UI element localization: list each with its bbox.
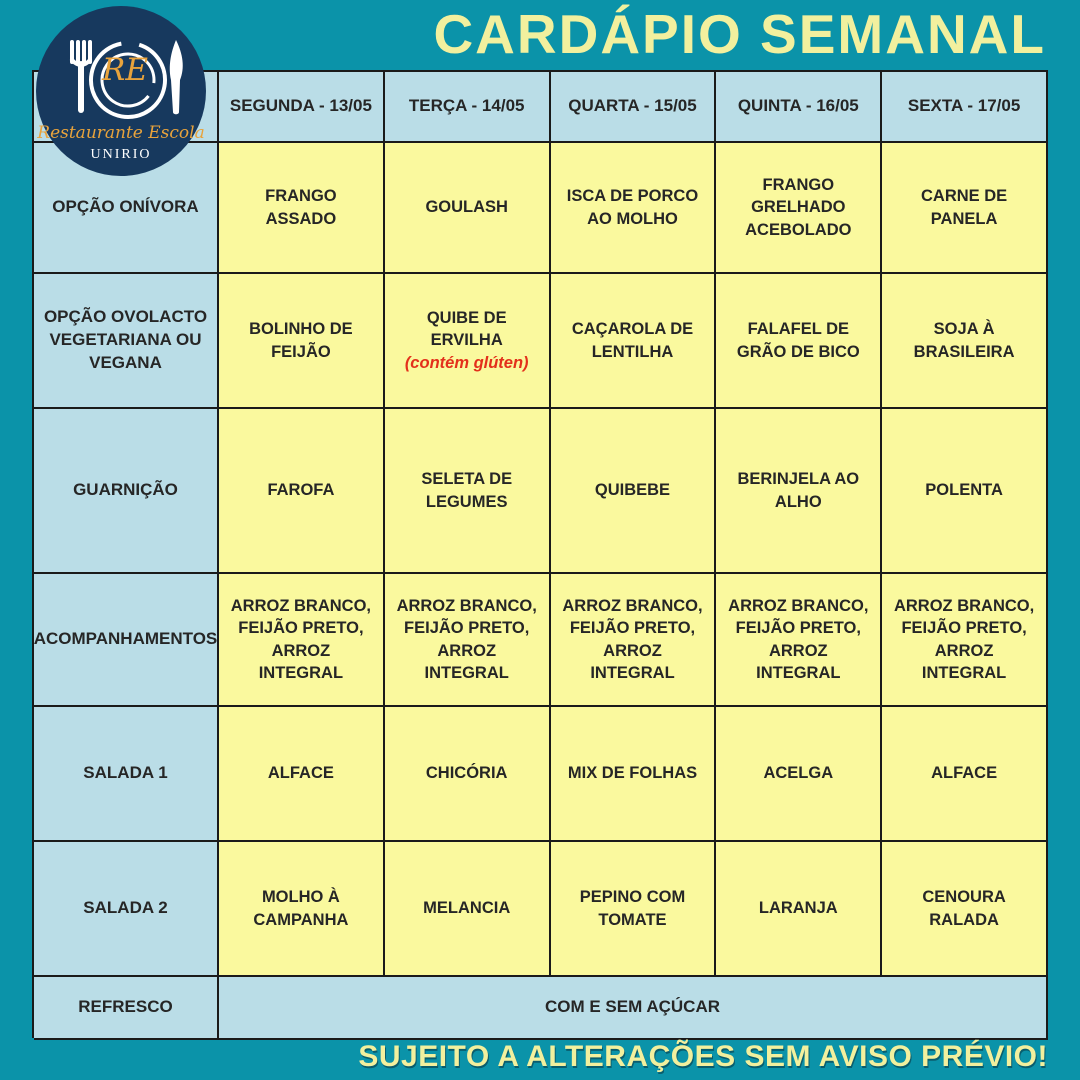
menu-cell: BOLINHO DE FEIJÃO bbox=[219, 274, 385, 409]
fork-icon bbox=[70, 40, 92, 113]
menu-cell: QUIBEBE bbox=[550, 409, 717, 574]
row-label-acompanhamentos: ACOMPANHAMENTOS bbox=[34, 574, 219, 707]
restaurant-logo: RE Restaurante Escola UNIRIO bbox=[36, 6, 206, 176]
menu-cell: CENOURA RALADA bbox=[882, 842, 1048, 977]
knife-icon bbox=[169, 40, 183, 115]
page-title: CARDÁPIO SEMANAL bbox=[433, 3, 1046, 65]
menu-cell: ACELGA bbox=[716, 707, 883, 842]
menu-cell: FRANGO ASSADO bbox=[219, 143, 385, 274]
menu-cell: ISCA DE PORCO AO MOLHO bbox=[550, 143, 717, 274]
logo-monogram: RE bbox=[102, 52, 148, 88]
logo-name: Restaurante Escola bbox=[37, 123, 205, 143]
day-header-friday: SEXTA - 17/05 bbox=[882, 72, 1048, 143]
menu-cell: MELANCIA bbox=[384, 842, 551, 977]
menu-cell-with-note: QUIBE DE ERVILHA (contém glúten) bbox=[384, 274, 551, 409]
footer-disclaimer: SUJEITO A ALTERAÇÕES SEM AVISO PRÉVIO! bbox=[358, 1040, 1048, 1073]
day-header-tuesday: TERÇA - 14/05 bbox=[384, 72, 551, 143]
row-label-salada2: SALADA 2 bbox=[34, 842, 219, 977]
day-header-monday: SEGUNDA - 13/05 bbox=[219, 72, 385, 143]
refresco-merged-cell: COM E SEM AÇÚCAR bbox=[219, 977, 1048, 1040]
menu-cell: ARROZ BRANCO, FEIJÃO PRETO, ARROZ INTEGR… bbox=[882, 574, 1048, 707]
menu-cell: CARNE DE PANELA bbox=[882, 143, 1048, 274]
menu-cell: ALFACE bbox=[219, 707, 385, 842]
plate-icon bbox=[89, 41, 167, 119]
menu-cell: ARROZ BRANCO, FEIJÃO PRETO, ARROZ INTEGR… bbox=[716, 574, 883, 707]
fork-knife-plate-icon bbox=[70, 40, 183, 119]
menu-cell: BERINJELA AO ALHO bbox=[716, 409, 883, 574]
menu-cell: MIX DE FOLHAS bbox=[550, 707, 717, 842]
logo-org: UNIRIO bbox=[90, 147, 152, 162]
row-label-guarnicao: GUARNIÇÃO bbox=[34, 409, 219, 574]
menu-cell: POLENTA bbox=[882, 409, 1048, 574]
menu-cell: CAÇAROLA DE LENTILHA bbox=[550, 274, 717, 409]
menu-cell: ARROZ BRANCO, FEIJÃO PRETO, ARROZ INTEGR… bbox=[219, 574, 385, 707]
menu-cell: LARANJA bbox=[716, 842, 883, 977]
menu-cell: GOULASH bbox=[384, 143, 551, 274]
menu-cell: ALFACE bbox=[882, 707, 1048, 842]
day-header-thursday: QUINTA - 16/05 bbox=[716, 72, 883, 143]
day-header-wednesday: QUARTA - 15/05 bbox=[550, 72, 717, 143]
menu-cell: ARROZ BRANCO, FEIJÃO PRETO, ARROZ INTEGR… bbox=[384, 574, 551, 707]
row-label-refresco: REFRESCO bbox=[34, 977, 219, 1040]
menu-cell: FRANGO GRELHADO ACEBOLADO bbox=[716, 143, 883, 274]
menu-cell: ARROZ BRANCO, FEIJÃO PRETO, ARROZ INTEGR… bbox=[550, 574, 717, 707]
menu-cell: FALAFEL DE GRÃO DE BICO bbox=[716, 274, 883, 409]
menu-cell: FAROFA bbox=[219, 409, 385, 574]
menu-cell: CHICÓRIA bbox=[384, 707, 551, 842]
menu-table: SEGUNDA - 13/05 TERÇA - 14/05 QUARTA - 1… bbox=[32, 70, 1048, 1040]
menu-cell-text: QUIBE DE ERVILHA bbox=[426, 308, 507, 349]
menu-cell: PEPINO COM TOMATE bbox=[550, 842, 717, 977]
row-label-ovolacto: OPÇÃO OVOLACTO VEGETARIANA OU VEGANA bbox=[34, 274, 219, 409]
menu-cell: SOJA À BRASILEIRA bbox=[882, 274, 1048, 409]
menu-cell: SELETA DE LEGUMES bbox=[384, 409, 551, 574]
gluten-note: (contém glúten) bbox=[404, 354, 529, 373]
row-label-salada1: SALADA 1 bbox=[34, 707, 219, 842]
menu-cell: MOLHO À CAMPANHA bbox=[219, 842, 385, 977]
